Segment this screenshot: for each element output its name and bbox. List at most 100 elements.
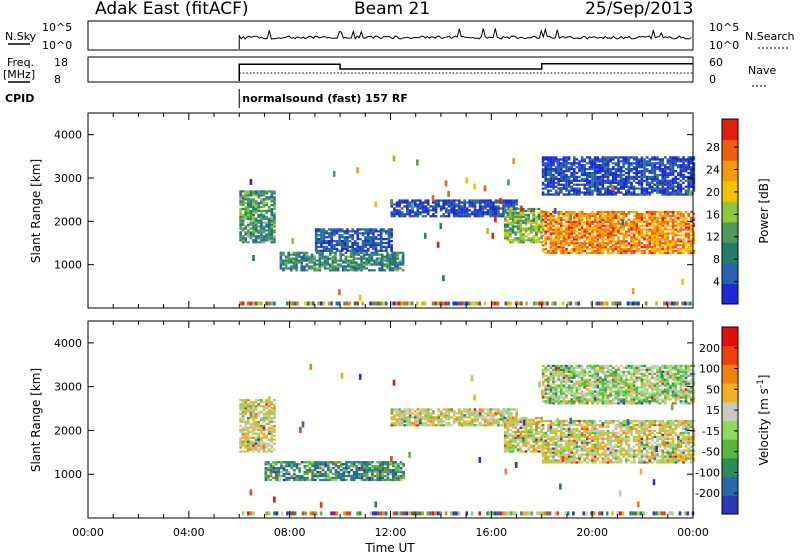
scatter-cell (329, 469, 333, 472)
scatter-cell (257, 235, 260, 238)
scatter-cell (249, 424, 253, 428)
scatter-cell (540, 448, 543, 451)
scatter-cell (554, 177, 558, 181)
scatter-cell (270, 215, 274, 218)
scatter-cell (279, 263, 283, 266)
scatter-cell (257, 209, 260, 213)
scatter-cell (249, 192, 253, 195)
scatter-cell (254, 426, 258, 429)
scatter-cell (400, 424, 404, 427)
scatter-cell (241, 227, 245, 230)
scatter-cell (277, 470, 281, 474)
scatter-cell (687, 185, 690, 188)
scatter-cell (509, 233, 512, 236)
scatter-cell (408, 410, 412, 413)
scatter-cell (537, 225, 541, 228)
scatter-cell (252, 414, 255, 418)
scatter-cell (346, 245, 349, 249)
scatter-cell (596, 240, 599, 243)
scatter-cell (260, 209, 263, 213)
scatter-cell (671, 222, 675, 225)
scatter-cell (384, 463, 387, 466)
scatter-cell (547, 224, 550, 227)
scatter-cell (609, 234, 612, 237)
scatter-cell (494, 211, 498, 214)
scatter-cell (437, 414, 440, 417)
scatter-cell (478, 203, 482, 206)
scatter-cell (580, 170, 584, 173)
scatter-cell (318, 259, 322, 262)
scatter-cell (473, 301, 476, 306)
scatter-cell (664, 189, 667, 192)
scatter-cell (586, 228, 589, 231)
scatter-cell (355, 263, 358, 266)
scatter-cell (578, 218, 581, 221)
scatter-cell (494, 418, 498, 421)
scatter-cell (606, 218, 610, 221)
scatter-cell (334, 469, 338, 472)
scatter-cell (674, 191, 677, 194)
scatter-cell (609, 170, 612, 173)
scatter-cell (257, 442, 260, 445)
scatter-cell (437, 422, 440, 425)
scatter-cell (262, 221, 266, 224)
scatter-cell (658, 224, 662, 227)
scatter-cell (408, 201, 412, 204)
scatter-cell (612, 222, 615, 225)
scatter-cell (402, 476, 405, 480)
scatter-cell (317, 228, 321, 231)
scatter-cell (244, 442, 247, 445)
scatter-cell (544, 175, 547, 179)
scatter-cell (669, 156, 672, 159)
scatter-cell (450, 205, 453, 208)
scatter-cell (429, 412, 433, 415)
scatter-cell (273, 414, 276, 418)
scatter-cell (465, 301, 469, 306)
scatter-cell (445, 201, 448, 204)
scatter-cell (609, 251, 612, 255)
scatter-cell (379, 228, 383, 231)
scatter-cell (386, 257, 389, 260)
scatter-cell (679, 224, 683, 227)
scatter-cell (241, 430, 245, 433)
scatter-cell (522, 442, 525, 445)
scatter-cell (311, 461, 314, 464)
scatter-cell (541, 183, 545, 186)
scatter-cell (254, 231, 258, 234)
scatter-cell (239, 217, 242, 220)
scatter-cell (270, 401, 274, 404)
scatter-cell (388, 269, 392, 272)
scatter-cell (478, 215, 482, 218)
scatter-cell (651, 191, 654, 194)
scatter-cell (398, 203, 401, 206)
scatter-cell (388, 261, 392, 264)
scatter-cell (360, 467, 364, 470)
scatter-cell (593, 179, 597, 182)
scatter-cell (429, 408, 433, 411)
scatter-cell (393, 215, 396, 218)
scatter-cell (656, 218, 659, 221)
scatter-cell (388, 253, 392, 256)
scatter-cell (434, 211, 438, 214)
scatter-cell (494, 215, 498, 218)
scatter-cell (588, 171, 592, 175)
scatter-cell (489, 424, 492, 427)
scatter-cell (494, 422, 498, 425)
scatter-cell (360, 259, 363, 262)
scatter-cell (340, 249, 344, 252)
scatter-cell (653, 216, 657, 220)
scatter-cell (390, 234, 393, 237)
scatter-cell (447, 211, 451, 214)
scatter-cell (419, 424, 422, 427)
scatter-cell (627, 158, 631, 161)
scatter-cell (450, 203, 453, 206)
scatter-cell (519, 241, 523, 244)
scatter-cell (578, 179, 581, 182)
scatter-cell (473, 205, 477, 208)
scatter-cell (396, 251, 400, 254)
scatter-cell (640, 160, 644, 163)
scatter-cell (553, 301, 557, 306)
scatter-cell (588, 234, 592, 237)
scatter-cell (575, 214, 579, 218)
scatter-cell (503, 432, 507, 435)
